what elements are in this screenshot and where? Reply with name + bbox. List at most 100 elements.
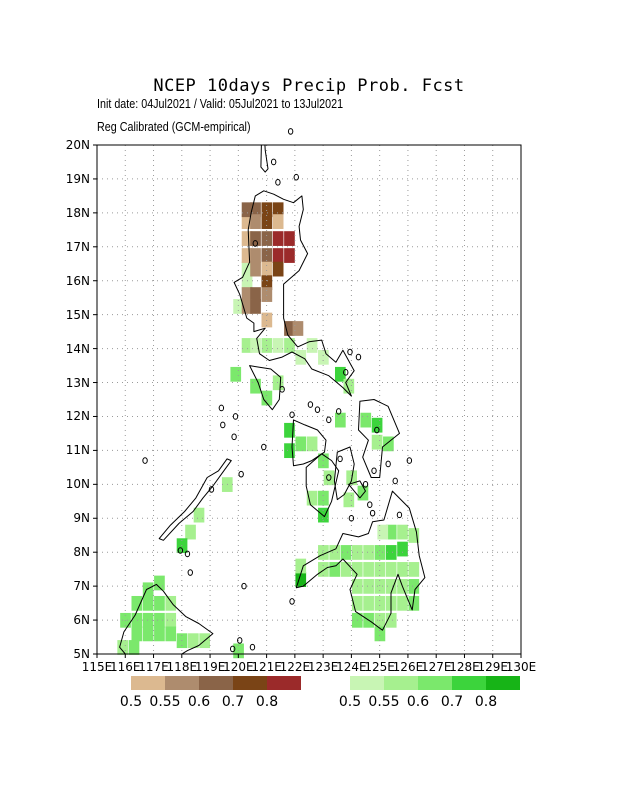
dry-probability-cell <box>261 202 273 218</box>
coastline <box>295 490 426 631</box>
wet-probability-cell <box>142 612 154 628</box>
wet-probability-cell <box>374 579 386 594</box>
dry-probability-cell <box>250 261 261 277</box>
small-island-coastline <box>279 386 285 393</box>
coastline <box>348 480 366 499</box>
wet-probability-cell <box>385 524 397 540</box>
wet-probability-cell <box>383 436 394 452</box>
wet-probability-cell <box>165 595 177 611</box>
dry-probability-cell <box>272 214 284 229</box>
wet-probability-cell <box>318 349 329 365</box>
wet-probability-cell <box>318 562 329 577</box>
wet-probability-cell <box>351 595 363 611</box>
latitude-tick-label: 11N <box>65 443 90 458</box>
small-island-coastline <box>187 569 193 576</box>
wet-legend-swatch <box>384 676 418 690</box>
dry-probability-cell <box>250 231 261 246</box>
small-island-coastline <box>343 369 349 376</box>
wet-probability-cell <box>284 422 295 438</box>
wet-probability-cell <box>397 595 408 611</box>
small-island-coastline <box>326 474 332 481</box>
small-island-coastline <box>326 416 332 424</box>
wet-probability-cell <box>397 524 408 540</box>
wet-legend-swatch <box>350 676 384 690</box>
wet-probability-cell <box>374 595 386 611</box>
small-island-coastline <box>293 173 299 181</box>
latitude-tick-label: 17N <box>65 239 90 254</box>
dry-legend-label: 0.5 <box>119 694 143 710</box>
wet-probability-cell <box>371 434 383 450</box>
wet-probability-cell <box>306 338 318 353</box>
small-island-coastline <box>177 547 184 554</box>
longitude-tick-label: 119E <box>194 660 226 674</box>
dry-legend-swatch <box>131 676 165 690</box>
wet-probability-cell <box>295 349 307 365</box>
small-island-coastline <box>237 637 243 644</box>
dry-probability-cell <box>261 287 273 302</box>
wet-probability-cell <box>306 436 318 452</box>
latitude-tick-label: 20N <box>65 138 90 152</box>
longitude-tick-label: 124E <box>336 660 367 674</box>
wet-probability-cell <box>295 436 307 452</box>
wet-probability-cell <box>193 507 205 523</box>
wet-probability-cell <box>408 528 420 543</box>
wet-probability-cell <box>318 490 329 506</box>
longitude-tick-label: 116E <box>110 660 141 674</box>
wet-probability-cell <box>363 595 374 611</box>
wet-legend-label: 0.7 <box>440 694 464 710</box>
small-island-coastline <box>142 457 148 464</box>
dry-legend-swatch <box>199 676 233 690</box>
small-island-coastline <box>249 643 256 651</box>
dry-probability-cell <box>272 261 284 277</box>
wet-probability-cell <box>374 626 386 642</box>
dry-probability-cell <box>241 248 253 263</box>
map-frame <box>96 144 522 655</box>
small-island-coastline <box>231 433 237 441</box>
latitude-tick-label: 6N <box>73 613 90 628</box>
dry-probability-cell <box>272 248 284 263</box>
wet-legend-swatch <box>452 676 486 690</box>
wet-probability-cell <box>318 545 329 560</box>
dry-probability-cell <box>261 231 273 246</box>
dry-probability-cell <box>272 231 284 246</box>
latitude-tick-label: 8N <box>73 545 90 560</box>
wet-probability-cell <box>363 579 374 594</box>
wet-probability-cell <box>343 378 355 394</box>
small-island-coastline <box>314 406 321 413</box>
small-island-coastline <box>287 128 294 135</box>
subtitle-dates: Init date: 04Jul2021 / Valid: 05Jul2021 … <box>97 97 344 111</box>
dry-probability-cell <box>241 202 253 218</box>
wet-probability-cell <box>408 562 420 577</box>
wet-probability-cell <box>241 275 253 291</box>
small-island-coastline <box>208 486 215 493</box>
longitude-tick-label: 123E <box>307 660 339 674</box>
dry-probability-cell <box>250 202 261 218</box>
wet-probability-cell <box>351 562 363 577</box>
small-island-coastline <box>337 455 343 463</box>
wet-probability-cell <box>343 492 355 508</box>
dry-legend-label: 0.6 <box>187 694 211 710</box>
small-island-coastline <box>289 598 295 605</box>
wet-probability-cell <box>377 524 389 540</box>
wet-probability-cell <box>284 443 295 459</box>
small-island-coastline <box>406 457 413 464</box>
wet-probability-cell <box>397 541 408 557</box>
coastline <box>358 399 400 478</box>
wet-probability-cell <box>165 612 177 628</box>
wet-probability-cell <box>142 595 154 611</box>
dry-probability-cell <box>261 261 273 277</box>
wet-probability-cell <box>385 545 397 560</box>
latitude-tick-label: 7N <box>73 579 90 594</box>
chart-title: NCEP 10days Precip Prob. Fcst <box>153 76 465 96</box>
wet-probability-cell <box>408 579 420 594</box>
latitude-tick-label: 12N <box>65 409 90 424</box>
dry-probability-cell <box>250 299 261 314</box>
dry-legend-label: 0.55 <box>149 694 181 710</box>
wet-legend-swatch <box>486 676 520 690</box>
dry-probability-cell <box>250 248 261 263</box>
small-island-coastline <box>218 404 225 412</box>
small-island-coastline <box>220 421 226 429</box>
wet-probability-cell <box>131 595 143 611</box>
dry-probability-cell <box>241 287 253 302</box>
small-island-coastline <box>374 426 380 434</box>
